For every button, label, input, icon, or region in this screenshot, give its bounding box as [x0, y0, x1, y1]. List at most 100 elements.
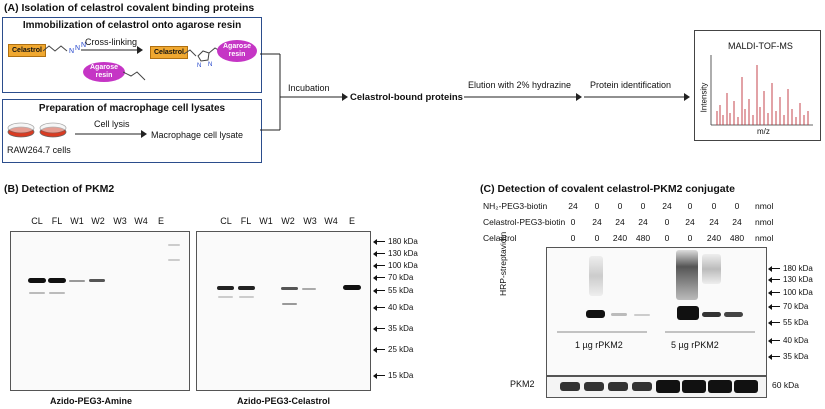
cell-value: 0: [570, 233, 576, 243]
band: [49, 292, 65, 294]
crosslink-label: Cross-linking: [85, 37, 138, 47]
band: [217, 286, 234, 290]
band: [677, 306, 699, 320]
alkyne-linker-icon: [123, 71, 146, 81]
band: [611, 313, 627, 316]
c-marker-180: 180 kDa: [768, 264, 813, 273]
ms-box: MALDI-TOF-MS Intensity m/z: [694, 30, 821, 141]
lysate-box: Preparation of macrophage cell lysates R…: [2, 99, 262, 163]
culture-dish-icon: [7, 122, 67, 138]
blot2-label: Azido-PEG3-Celastrol: [237, 396, 331, 406]
row-nh2-label: NH₂-PEG3-biotin: [483, 201, 548, 211]
marker-55: 55 kDa: [373, 286, 413, 295]
c-marker-130: 130 kDa: [768, 275, 813, 284]
svg-text:N: N: [69, 48, 74, 55]
cell-value: 0: [640, 201, 646, 211]
cell-value: 0: [664, 233, 670, 243]
band: [29, 292, 45, 294]
cell-value: 0: [687, 201, 693, 211]
cell-value: 0: [594, 233, 600, 243]
hrp-ylabel: HRP-streptavidin: [498, 231, 508, 296]
c-marker-70: 70 kDa: [768, 302, 808, 311]
band: [238, 286, 255, 290]
pkm2-kda: 60 kDa: [772, 380, 799, 390]
cell-value: 240: [706, 233, 722, 243]
ms-ylabel: Intensity: [699, 82, 709, 113]
c-marker-55: 55 kDa: [768, 318, 808, 327]
blot1-lane-e: E: [157, 216, 164, 226]
azide-linker-icon: N N N: [43, 42, 86, 55]
band: [708, 380, 732, 393]
panel-a-title: (A) Isolation of celastrol covalent bind…: [4, 2, 255, 14]
blot2-lane-cl: CL: [220, 216, 232, 226]
unit-label: nmol: [755, 217, 774, 227]
cell-value: 480: [729, 233, 745, 243]
incubation-label: Incubation: [288, 83, 330, 93]
blot-hrp-streptavidin: [546, 247, 767, 376]
marker-15: 15 kDa: [373, 371, 413, 380]
panel-c-title: (C) Detection of covalent celastrol-PKM2…: [480, 183, 735, 195]
marker-100: 100 kDa: [373, 261, 418, 270]
marker-40: 40 kDa: [373, 303, 413, 312]
product-celastrol-tag: Celastrol: [150, 46, 188, 59]
panel-b-title: (B) Detection of PKM2: [4, 183, 115, 195]
svg-text:N: N: [197, 63, 201, 69]
cell-value: 240: [612, 233, 628, 243]
row-celastrol-biotin-label: Celastrol-PEG3-biotin: [483, 217, 566, 227]
blot-azido-amine: [10, 231, 190, 391]
elution-label: Elution with 2% hydrazine: [468, 80, 572, 90]
band: [734, 380, 758, 393]
blot1-lane-w2: W2: [91, 216, 105, 226]
band: [560, 382, 580, 391]
svg-text:N: N: [81, 42, 86, 49]
band: [28, 278, 46, 283]
band: [682, 380, 706, 393]
ms-spectrum: [710, 55, 813, 126]
blot-pkm2: [546, 376, 767, 398]
cells-label: RAW264.7 cells: [7, 145, 71, 155]
band: [343, 285, 361, 290]
band: [608, 382, 628, 391]
band: [632, 382, 652, 391]
c-marker-100: 100 kDa: [768, 288, 813, 297]
blot1-label: Azido-PEG3-Amine: [50, 396, 133, 406]
ms-title: MALDI-TOF-MS: [728, 41, 793, 51]
blot2-lane-e: E: [348, 216, 355, 226]
blot1-lane-w1: W1: [70, 216, 84, 226]
blot2-lane-w3: W3: [303, 216, 317, 226]
cell-value: 24: [662, 201, 672, 211]
cell-value: 0: [711, 201, 717, 211]
blot1-lane-fl: FL: [51, 216, 63, 226]
band: [584, 382, 604, 391]
group2-label: 5 µg rPKM2: [671, 340, 719, 350]
cell-value: 24: [732, 217, 742, 227]
identification-label: Protein identification: [590, 80, 672, 90]
lysate-product: Macrophage cell lysate: [151, 130, 244, 140]
svg-text:N: N: [75, 45, 80, 52]
blot-azido-celastrol: [196, 231, 371, 391]
cell-value: 0: [617, 201, 623, 211]
cell-value: 24: [568, 201, 578, 211]
pkm2-label: PKM2: [510, 379, 535, 389]
band: [48, 278, 66, 283]
agarose-resin-bead: Agarose resin: [83, 62, 125, 82]
marker-25: 25 kDa: [373, 345, 413, 354]
unit-label: nmol: [755, 233, 774, 243]
blot2-lane-w2: W2: [281, 216, 295, 226]
cell-lysis-label: Cell lysis: [94, 119, 130, 129]
row-celastrol-label: Celastrol: [483, 233, 517, 243]
marker-130: 130 kDa: [373, 249, 418, 258]
identification-arrow-icon: [584, 93, 690, 101]
marker-35: 35 kDa: [373, 324, 413, 333]
band: [239, 296, 254, 298]
cell-value: 480: [635, 233, 651, 243]
cell-value: 24: [615, 217, 625, 227]
band: [302, 288, 316, 290]
triazole-linker-icon: N N: [184, 47, 221, 69]
c-marker-35: 35 kDa: [768, 352, 808, 361]
band: [168, 244, 180, 246]
cell-value: 24: [592, 217, 602, 227]
blot1-lane-w4: W4: [134, 216, 148, 226]
bound-proteins-label: Celastrol-bound proteins: [350, 92, 463, 103]
band: [702, 254, 721, 284]
